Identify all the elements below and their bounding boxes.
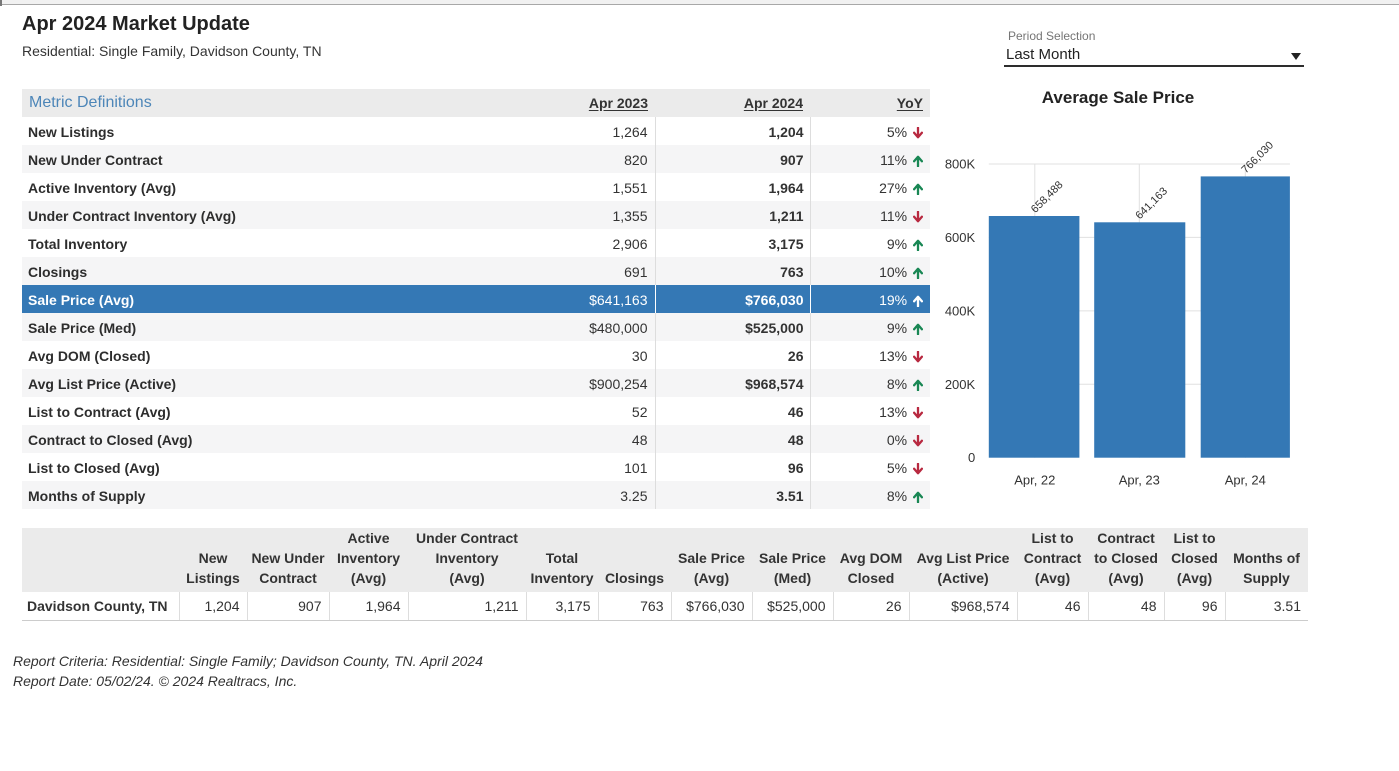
svg-text:766,030: 766,030 [1239, 139, 1276, 176]
svg-text:Apr, 23: Apr, 23 [1119, 473, 1160, 488]
svg-text:Apr, 22: Apr, 22 [1014, 473, 1055, 488]
svg-text:400K: 400K [945, 303, 976, 318]
svg-text:Apr, 24: Apr, 24 [1225, 473, 1266, 488]
svg-text:Average Sale Price: Average Sale Price [1042, 88, 1194, 107]
svg-text:600K: 600K [945, 230, 976, 245]
svg-text:200K: 200K [945, 377, 976, 392]
svg-text:0: 0 [968, 450, 975, 465]
svg-text:800K: 800K [945, 157, 976, 172]
